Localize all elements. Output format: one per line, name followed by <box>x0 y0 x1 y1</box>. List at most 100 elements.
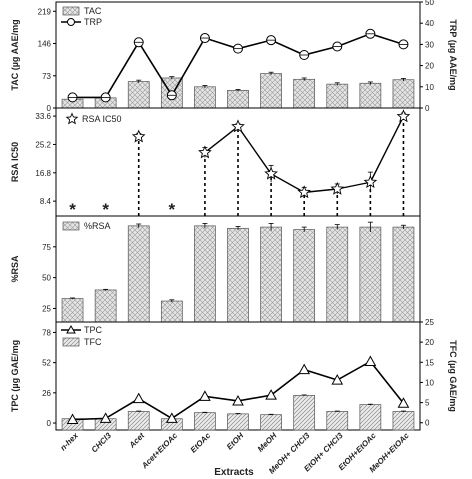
y-tick-label: 25 <box>42 304 51 313</box>
rsa-ic50-marker <box>198 145 212 159</box>
significance-annotation: * <box>169 200 176 219</box>
y2-tick-label: 30 <box>425 40 434 49</box>
y2-tick-label: 25 <box>425 318 434 327</box>
tpc-marker <box>199 390 211 401</box>
legend-swatch-tac <box>62 6 80 16</box>
legend-label-tfc: TFC <box>84 337 102 347</box>
x-tick-label: EtOH <box>225 431 246 452</box>
y-axis-label: TAC (µg AAE/mg <box>10 19 20 90</box>
tfc-bar <box>127 411 150 431</box>
y-tick-label: 52 <box>42 359 51 368</box>
y2-tick-label: 10 <box>425 83 434 92</box>
y-tick-label: 219 <box>38 7 52 16</box>
rsa-ic50-marker <box>231 119 245 133</box>
y-tick-label: 73 <box>42 72 51 81</box>
y2-tick-label: 15 <box>425 358 434 367</box>
y-tick-label: 0 <box>47 104 52 113</box>
tpc-marker <box>232 394 244 406</box>
legend-marker-tpc <box>66 324 76 334</box>
tpc-marker <box>397 397 410 408</box>
rsa-ic50-marker <box>396 109 411 123</box>
y-tick-label: 50 <box>42 274 51 283</box>
rsa-ic50-marker <box>363 175 378 189</box>
rsa-percent-bar <box>61 298 84 323</box>
tfc-bar <box>326 411 349 431</box>
legend-label-trp: TRP <box>84 17 102 27</box>
rsa-percent-bar <box>94 289 117 323</box>
y-tick-label: 0 <box>47 419 52 428</box>
significance-annotation: * <box>69 200 76 219</box>
rsa-ic50-marker <box>330 181 345 195</box>
rsa-ic50-marker <box>131 129 146 143</box>
x-tick-label: CHCl3 <box>90 431 114 455</box>
y-tick-label: 16.8 <box>35 169 51 178</box>
y2-tick-label: 50 <box>425 0 434 7</box>
rsa-ic50-line <box>237 126 272 175</box>
tpc-line <box>72 360 405 421</box>
significance-annotation: * <box>102 200 109 219</box>
y2-tick-label: 10 <box>425 378 434 387</box>
y2-tick-label: 40 <box>425 19 434 28</box>
y2-tick-label: 20 <box>425 62 434 71</box>
rsa-percent-bar <box>359 226 382 323</box>
y-tick-label: 146 <box>38 40 52 49</box>
legend-swatch-rsa <box>62 221 80 231</box>
x-tick-label: EtOAc <box>189 431 213 455</box>
tac-bar <box>293 78 316 109</box>
tac-bar <box>326 83 349 109</box>
rsa-ic50-line <box>204 126 239 154</box>
rsa-percent-bar <box>194 225 216 323</box>
y-tick-label: 8.4 <box>40 197 52 206</box>
y-tick-label: 25.2 <box>35 140 51 149</box>
y-tick-label: 33.6 <box>35 112 51 121</box>
rsa-ic50-line <box>369 116 405 183</box>
y2-axis-label: TRP (µg AAE/mg <box>448 19 458 90</box>
rsa-percent-bar <box>293 229 316 323</box>
y-tick-label: 26 <box>42 389 51 398</box>
x-axis-label: Extracts <box>214 467 254 478</box>
rsa-percent-bar <box>260 226 282 323</box>
y2-tick-label: 20 <box>425 338 434 347</box>
y2-tick-label: 0 <box>425 104 430 113</box>
x-tick-label: Acet <box>127 431 147 451</box>
y2-axis-label: TFC (µg GAE/mg <box>448 340 458 412</box>
trp-line <box>72 32 404 99</box>
legend-label-tac: TAC <box>84 6 102 16</box>
rsa-ic50-marker <box>297 185 312 199</box>
tpc-marker <box>265 389 277 400</box>
tpc-marker <box>364 355 377 366</box>
tfc-bar <box>359 404 382 431</box>
rsa-percent-bar <box>227 227 249 323</box>
tac-bar <box>127 81 150 109</box>
legend-swatch-tfc <box>62 337 80 347</box>
tpc-marker <box>132 392 145 404</box>
tac-bar <box>359 82 382 109</box>
legend-marker-trp <box>67 18 75 26</box>
rsa-percent-bar <box>326 226 349 323</box>
tfc-bar <box>260 414 282 431</box>
tac-bar <box>227 89 249 109</box>
x-tick-label: n-hex <box>59 431 81 453</box>
legend-label-rsa: %RSA <box>84 221 111 231</box>
tpc-marker <box>165 412 178 423</box>
tac-bar <box>260 73 282 109</box>
x-tick-label: MeOH <box>256 431 279 454</box>
y-axis-label: %RSA <box>10 255 20 283</box>
rsa-percent-bar <box>127 225 150 323</box>
tac-bar <box>392 79 415 109</box>
y2-tick-label: 0 <box>425 419 430 428</box>
legend-label-rsa-ic50: RSA IC50 <box>82 114 122 124</box>
y-axis-label: RSA IC50 <box>10 142 20 182</box>
tpc-marker <box>99 412 112 423</box>
rsa-ic50-line <box>270 173 305 193</box>
tfc-bar <box>227 413 249 431</box>
tac-bar <box>194 86 216 109</box>
rsa-percent-bar <box>160 300 183 323</box>
legend-label-tpc: TPC <box>84 325 103 335</box>
tfc-bar <box>194 412 216 431</box>
tfc-bar <box>293 394 316 431</box>
tpc-marker <box>66 413 79 425</box>
y2-tick-label: 5 <box>425 399 430 408</box>
legend-marker-rsa-ic50 <box>65 112 79 125</box>
